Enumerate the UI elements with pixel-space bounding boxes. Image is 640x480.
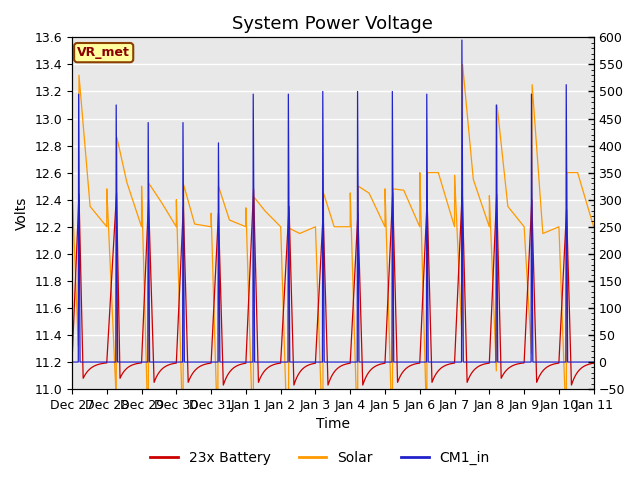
Y-axis label: Volts: Volts bbox=[15, 196, 29, 230]
X-axis label: Time: Time bbox=[316, 418, 350, 432]
Legend: 23x Battery, Solar, CM1_in: 23x Battery, Solar, CM1_in bbox=[145, 445, 495, 471]
Title: System Power Voltage: System Power Voltage bbox=[232, 15, 433, 33]
Text: VR_met: VR_met bbox=[77, 46, 130, 59]
